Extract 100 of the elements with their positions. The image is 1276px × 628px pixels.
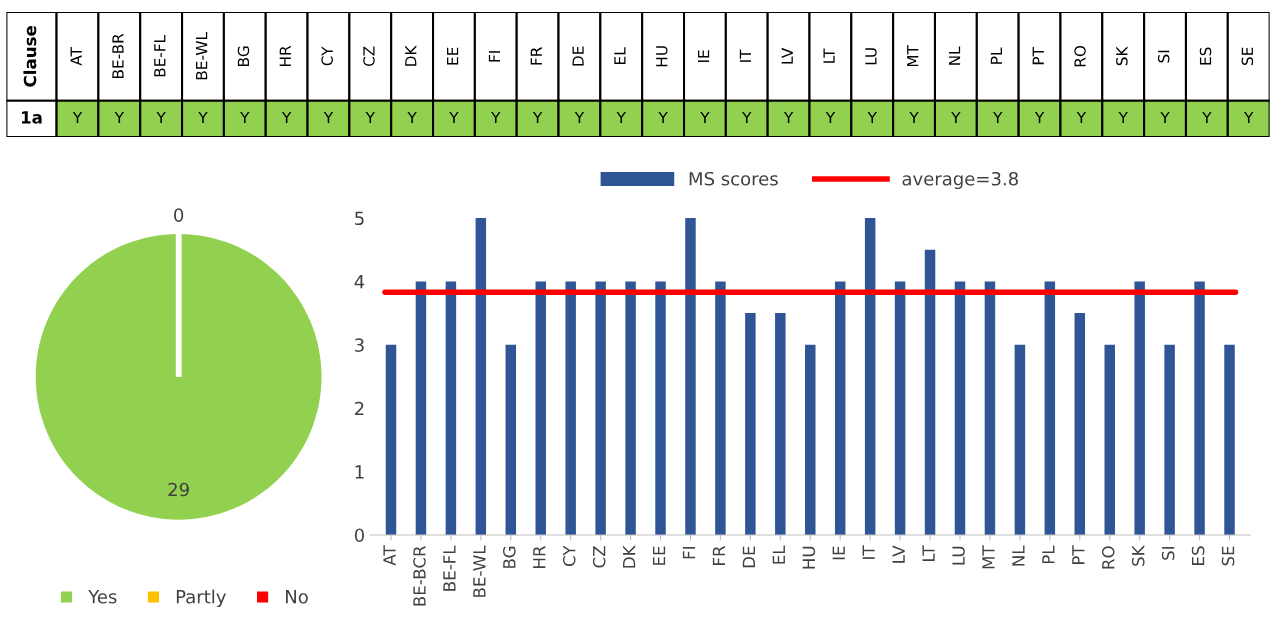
text: Y	[323, 111, 334, 124]
category-label: NL	[948, 46, 961, 65]
text: Y	[1244, 111, 1254, 124]
bar	[445, 281, 457, 535]
data-label: 29	[168, 482, 189, 497]
category-label: IE	[698, 50, 710, 62]
category-label: CZ	[363, 46, 375, 67]
category-label: BE-WL	[196, 32, 208, 80]
category-label: MT	[907, 45, 919, 67]
x-tick-label: MT	[982, 545, 995, 569]
x-tick-label: NL	[1012, 545, 1025, 566]
x-tick-label: PT	[1072, 545, 1085, 565]
bar	[1074, 313, 1086, 535]
category-label: HR	[279, 45, 291, 66]
category-label: EE	[447, 47, 459, 65]
category-label: LU	[865, 48, 877, 65]
y-tick-label: 3	[355, 338, 364, 352]
text: Y	[783, 111, 794, 124]
x-tick-label: DK	[623, 545, 636, 568]
x-tick-label: FI	[682, 547, 696, 559]
x-tick-label: EL	[772, 545, 785, 564]
text: Y	[449, 111, 459, 124]
y-tick-label: 0	[354, 528, 364, 543]
x-tick-label: AT	[383, 545, 396, 566]
category-label: 1a	[21, 111, 42, 124]
x-tick-label: IT	[862, 545, 875, 559]
x-tick-label: BE-FL	[443, 545, 456, 591]
bar	[1134, 281, 1145, 535]
text: Y	[909, 111, 919, 124]
bar	[655, 281, 666, 535]
x-tick-label: LT	[922, 545, 935, 561]
legend-label: No	[286, 590, 308, 604]
bar	[805, 344, 816, 535]
x-tick-label: HU	[802, 546, 816, 569]
text: Y	[1076, 111, 1087, 124]
x-tick-label: CY	[562, 545, 576, 567]
text: Y	[240, 111, 250, 124]
x-tick-label: BG	[503, 546, 516, 568]
bar	[1014, 344, 1026, 535]
x-tick-label: FR	[712, 545, 726, 565]
bar	[1194, 281, 1205, 535]
x-tick-label: HR	[533, 545, 546, 568]
text: Y	[993, 111, 1003, 124]
text: Y	[742, 111, 752, 124]
category-label: SI	[1157, 50, 1170, 63]
x-tick-label: SI	[1161, 547, 1175, 560]
category-label: FI	[488, 51, 500, 62]
bar	[535, 281, 546, 535]
category-label: BE-BR	[112, 33, 124, 78]
x-tick-label: LV	[892, 545, 905, 563]
bar	[834, 281, 846, 535]
bar	[415, 281, 427, 535]
bar	[924, 249, 936, 535]
category-label: AT	[70, 47, 82, 66]
category-label: PL	[990, 47, 1002, 64]
x-tick-label: BE-WL	[473, 545, 486, 597]
bar	[715, 281, 726, 535]
category-label: EL	[614, 47, 626, 64]
legend-label: Yes	[88, 590, 117, 604]
bar	[984, 281, 996, 535]
bar	[685, 218, 696, 535]
bar	[1104, 344, 1115, 535]
text: Y	[198, 111, 208, 124]
bar	[475, 218, 487, 535]
text: Clause	[23, 26, 37, 87]
category-label: IT	[739, 49, 751, 62]
x-tick-label: EE	[652, 546, 666, 565]
y-tick-label: 2	[355, 401, 364, 416]
category-label: SK	[1116, 46, 1128, 66]
y-tick-label: 4	[354, 275, 365, 289]
category-label: FR	[530, 47, 542, 65]
text: Y	[114, 111, 125, 124]
x-tick-label: ES	[1191, 546, 1205, 565]
x-tick-label: PL	[1042, 545, 1055, 564]
x-tick-label: IE	[832, 546, 845, 560]
legend-label: average=3.8	[902, 171, 1018, 190]
text: Y	[951, 111, 961, 124]
category-label: LV	[781, 47, 793, 64]
text: Y	[72, 111, 83, 124]
y-tick-label: 5	[355, 211, 364, 226]
text: Y	[700, 111, 710, 124]
category-label: ES	[1199, 47, 1212, 65]
text: Y	[491, 111, 501, 124]
text: 0	[174, 208, 184, 222]
category-label: CY	[321, 46, 333, 66]
category-label: PT	[1032, 47, 1044, 65]
x-tick-label: BE-BCR	[413, 545, 426, 606]
x-tick-label: RO	[1101, 546, 1115, 569]
text: Y	[407, 111, 417, 124]
bar	[1164, 344, 1175, 535]
bar	[954, 281, 966, 535]
x-tick-label: SK	[1131, 545, 1145, 566]
bar	[745, 313, 756, 535]
text: Y	[574, 111, 585, 124]
text: Y	[616, 111, 626, 124]
category-label: RO	[1074, 45, 1086, 67]
bar	[864, 218, 876, 535]
text: Y	[1202, 111, 1212, 124]
text: Y	[365, 111, 375, 124]
legend-label: MS scores	[689, 171, 778, 186]
